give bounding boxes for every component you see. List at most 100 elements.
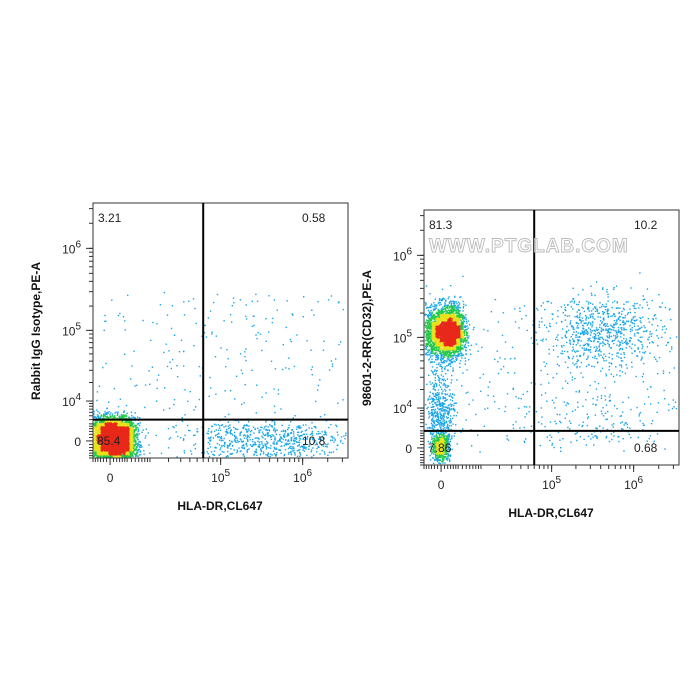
data-point	[335, 358, 337, 360]
data-point	[104, 416, 107, 418]
data-point	[239, 434, 241, 436]
data-point	[242, 434, 245, 437]
data-point	[103, 329, 105, 331]
data-point	[208, 437, 210, 440]
data-point	[337, 402, 339, 404]
data-point	[271, 317, 274, 320]
data-point	[112, 432, 114, 434]
data-point	[284, 443, 286, 445]
data-point	[104, 443, 106, 446]
data-point	[125, 444, 127, 446]
data-point	[103, 434, 105, 437]
data-point	[256, 300, 259, 302]
data-point	[301, 430, 303, 432]
data-point	[169, 361, 171, 363]
data-point	[246, 451, 248, 453]
x-tick-label: 106	[293, 468, 312, 485]
data-point	[235, 428, 237, 430]
data-point	[264, 438, 266, 440]
data-point	[104, 411, 106, 413]
data-point	[111, 447, 113, 450]
x-tick-label: 0	[107, 471, 114, 485]
data-point	[104, 453, 106, 456]
data-point	[95, 452, 98, 454]
data-point	[267, 435, 269, 437]
data-point	[109, 430, 112, 433]
data-point	[125, 404, 128, 407]
data-point	[98, 434, 100, 437]
data-point	[98, 446, 100, 449]
data-point	[119, 423, 122, 425]
data-point	[293, 447, 295, 450]
data-point	[267, 426, 269, 428]
data-point	[271, 425, 273, 427]
data-point	[250, 429, 253, 432]
data-point	[128, 429, 130, 431]
data-point	[315, 427, 317, 429]
data-point	[225, 434, 227, 436]
data-point	[189, 391, 191, 393]
data-point	[223, 320, 225, 322]
data-point	[99, 417, 102, 419]
data-point	[105, 436, 108, 438]
data-point	[171, 358, 174, 361]
data-point	[311, 374, 313, 376]
data-point	[107, 430, 110, 433]
data-point	[292, 446, 294, 448]
data-point	[106, 430, 109, 433]
data-point	[287, 440, 289, 442]
data-point	[129, 438, 131, 441]
data-point	[220, 347, 222, 349]
data-point	[287, 357, 290, 359]
data-point	[308, 427, 310, 429]
data-point	[293, 438, 295, 440]
data-point	[128, 451, 130, 453]
data-point	[229, 427, 231, 429]
data-point	[95, 429, 98, 432]
data-point	[106, 438, 108, 440]
data-point	[278, 449, 280, 451]
data-point	[124, 444, 126, 447]
data-point	[321, 431, 323, 433]
data-point	[250, 431, 252, 433]
data-point	[176, 365, 178, 367]
data-point	[195, 322, 197, 325]
data-point	[131, 422, 133, 424]
data-point	[125, 414, 127, 416]
data-point	[134, 437, 136, 440]
data-point	[127, 449, 129, 452]
data-point	[106, 439, 108, 441]
data-point	[139, 441, 141, 443]
data-point	[93, 435, 95, 437]
data-point	[338, 301, 340, 303]
data-point	[127, 448, 129, 451]
data-point	[109, 422, 111, 424]
data-point	[312, 438, 314, 441]
data-point	[99, 430, 101, 432]
data-point	[115, 455, 117, 457]
data-point	[95, 436, 98, 438]
data-point	[274, 436, 276, 438]
data-point	[227, 358, 229, 360]
data-point	[125, 436, 127, 438]
data-point	[299, 427, 301, 430]
data-point	[97, 415, 100, 417]
data-point	[96, 432, 99, 435]
data-point	[299, 452, 301, 454]
data-point	[226, 349, 228, 351]
data-point	[228, 413, 230, 416]
data-point	[243, 425, 245, 427]
data-point	[198, 365, 200, 368]
data-point	[218, 436, 220, 438]
data-point	[224, 442, 226, 444]
data-point	[166, 365, 169, 368]
data-point	[93, 427, 96, 429]
data-point	[328, 369, 331, 371]
data-point	[104, 440, 107, 442]
data-point	[134, 417, 136, 419]
data-point	[121, 442, 123, 444]
data-point	[110, 426, 113, 429]
data-point	[93, 410, 95, 413]
data-point	[115, 447, 117, 449]
